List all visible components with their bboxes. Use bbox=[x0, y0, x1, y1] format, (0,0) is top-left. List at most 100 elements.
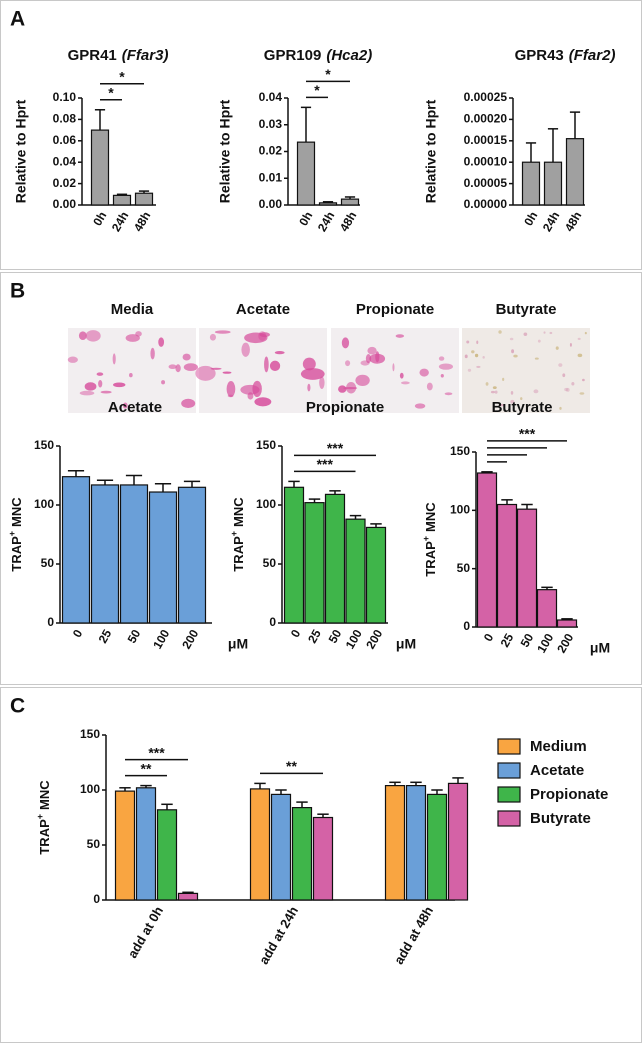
y-axis-label: TRAP+ MNC bbox=[421, 502, 438, 577]
x-tick-label: 100 bbox=[534, 631, 556, 656]
bar bbox=[270, 793, 292, 901]
stained-cell bbox=[84, 382, 97, 391]
image-label: Propionate bbox=[356, 301, 434, 318]
gene-name: (Ffar3) bbox=[122, 47, 169, 64]
stained-cell bbox=[129, 372, 133, 378]
stained-cell bbox=[440, 373, 444, 378]
stained-cell bbox=[509, 337, 514, 341]
stain-image bbox=[331, 328, 459, 413]
y-label-sup: + bbox=[229, 531, 239, 536]
bar bbox=[345, 518, 366, 624]
y-tick-label: 50 bbox=[263, 556, 277, 570]
x-tick-label: 50 bbox=[518, 631, 537, 650]
stained-cell bbox=[113, 382, 126, 388]
significance-label: ** bbox=[141, 760, 152, 776]
stained-cell bbox=[392, 363, 395, 372]
significance-label: *** bbox=[327, 440, 344, 456]
y-label-text: TRAP bbox=[9, 536, 24, 572]
y-axis-label: Relative to Hprt bbox=[217, 99, 233, 203]
stained-cell bbox=[511, 349, 515, 354]
y-tick-label: 0.00000 bbox=[464, 197, 508, 211]
stain-image bbox=[68, 328, 196, 413]
title-text: GPR43 bbox=[515, 47, 564, 64]
legend-swatch bbox=[497, 762, 521, 779]
error-bar bbox=[525, 142, 537, 163]
stained-cell bbox=[240, 384, 260, 395]
stained-cell bbox=[485, 382, 489, 386]
stained-cell bbox=[175, 364, 181, 373]
x-tick-label: 24h bbox=[109, 209, 131, 234]
stained-cell bbox=[183, 363, 198, 372]
stained-cell bbox=[444, 392, 453, 396]
stained-cell bbox=[365, 353, 372, 364]
bar bbox=[565, 138, 585, 206]
stain-image bbox=[462, 328, 590, 413]
y-tick-label: 100 bbox=[80, 782, 100, 796]
stained-cell bbox=[307, 383, 311, 392]
bar bbox=[516, 508, 538, 628]
bar bbox=[447, 782, 469, 901]
stained-cell bbox=[135, 331, 142, 337]
x-tick-label: 24h bbox=[315, 209, 337, 234]
stained-cell bbox=[241, 342, 250, 357]
x-tick-label: 200 bbox=[363, 627, 385, 652]
stained-cell bbox=[564, 387, 569, 392]
x-tick-label: 0h bbox=[296, 209, 315, 228]
stained-cell bbox=[259, 332, 271, 338]
error-bar bbox=[183, 480, 201, 488]
stained-cell bbox=[513, 354, 518, 358]
error-bar bbox=[254, 782, 266, 789]
stained-cell bbox=[96, 372, 104, 376]
stained-cell bbox=[341, 337, 350, 349]
error-bar bbox=[521, 503, 533, 510]
stained-cell bbox=[269, 360, 281, 372]
legend-label: Medium bbox=[530, 738, 587, 755]
bar bbox=[556, 619, 578, 628]
y-axis-label: TRAP+ MNC bbox=[35, 780, 52, 855]
stained-cell bbox=[579, 392, 585, 395]
error-bar bbox=[569, 111, 581, 139]
legend-label: Butyrate bbox=[530, 810, 591, 827]
y-tick-label: 150 bbox=[450, 444, 470, 458]
stained-cell bbox=[414, 403, 426, 409]
bar bbox=[324, 493, 346, 624]
legend-label: Acetate bbox=[530, 762, 584, 779]
x-tick-label: 0 bbox=[288, 627, 304, 640]
stained-cell bbox=[467, 368, 472, 372]
stained-cell bbox=[559, 406, 562, 410]
stained-cell bbox=[476, 365, 481, 368]
bar bbox=[135, 787, 157, 901]
error-bar bbox=[349, 514, 362, 520]
y-label-text: TRAP bbox=[423, 541, 438, 577]
bar bbox=[177, 486, 207, 624]
y-label-text: MNC bbox=[231, 497, 246, 527]
bar bbox=[156, 809, 178, 901]
stained-cell bbox=[584, 331, 587, 335]
x-tick-label: 0h bbox=[90, 209, 109, 228]
x-tick-label: 100 bbox=[150, 627, 172, 652]
stained-cell bbox=[558, 363, 563, 367]
error-bar bbox=[94, 109, 106, 131]
x-tick-label: 100 bbox=[343, 627, 365, 652]
stained-cell bbox=[533, 389, 539, 394]
y-tick-label: 150 bbox=[34, 438, 54, 452]
x-unit: μM bbox=[590, 640, 610, 656]
stained-cell bbox=[426, 382, 433, 391]
panel-label: A bbox=[10, 8, 25, 31]
error-bar bbox=[119, 787, 131, 792]
x-tick-label: 48h bbox=[562, 209, 584, 234]
stained-cell bbox=[520, 397, 523, 401]
y-tick-label: 0.06 bbox=[53, 133, 77, 147]
y-axis-label: TRAP+ MNC bbox=[7, 497, 24, 572]
stained-cell bbox=[499, 403, 504, 407]
error-bar bbox=[116, 193, 128, 196]
y-label-sup: + bbox=[7, 531, 17, 536]
stained-cell bbox=[195, 365, 216, 381]
stained-cell bbox=[264, 356, 269, 373]
y-label-sup: + bbox=[421, 536, 431, 541]
x-unit: μM bbox=[396, 636, 416, 652]
bar bbox=[496, 503, 518, 628]
bar bbox=[304, 502, 325, 624]
chart-title: GPR43 (Ffar2) bbox=[515, 47, 616, 64]
